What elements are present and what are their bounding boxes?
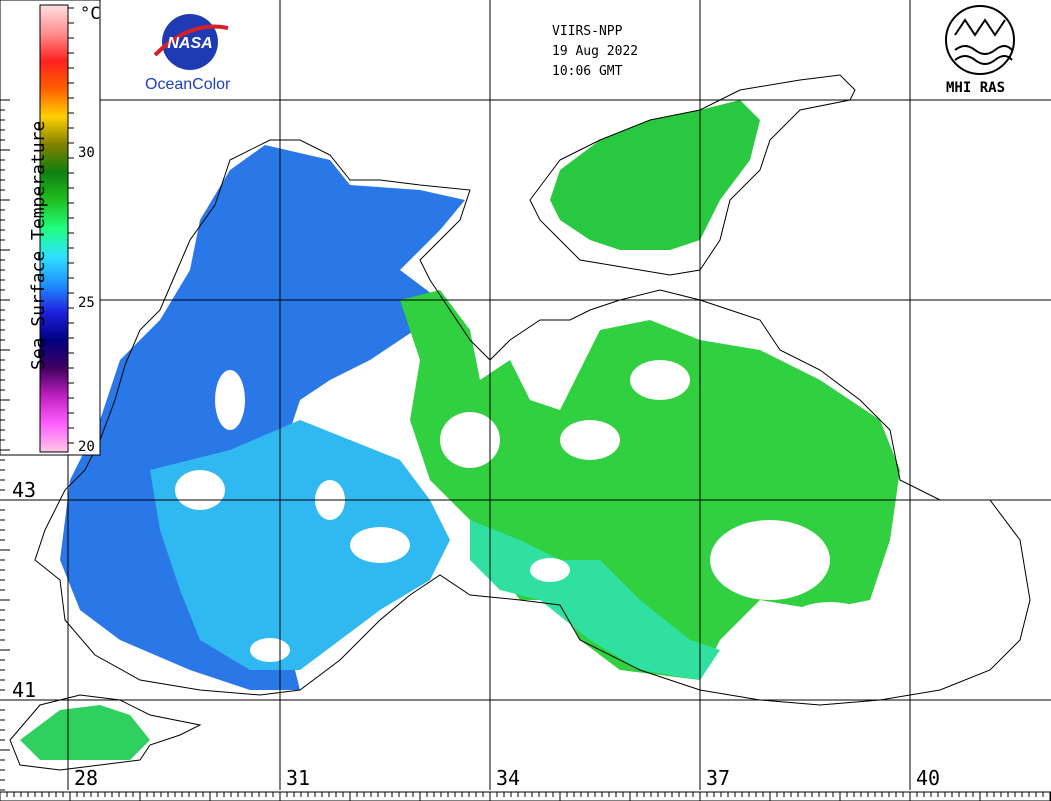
colorbar (0, 0, 101, 456)
satellite-label: VIIRS-NPP (552, 24, 623, 39)
sst-region-marmara (20, 705, 150, 760)
unit-label: °C (80, 4, 101, 24)
oceancolor-label: OceanColor (145, 76, 231, 93)
institute-label: MHI RAS (946, 80, 1006, 96)
scale-ticks (0, 99, 10, 791)
nasa-logo: NASA (153, 14, 229, 70)
coastline (9, 74, 1031, 771)
lon-label-31: 31 (286, 766, 311, 790)
date-label: 19 Aug 2022 (552, 44, 639, 59)
cbar-tick-20: 20 (78, 439, 95, 455)
sst-field (20, 100, 900, 760)
lon-label-40: 40 (916, 766, 941, 790)
lat-label-41: 41 (12, 678, 37, 702)
mhi-ras-logo (945, 5, 1015, 75)
sst-region-azov (550, 100, 760, 250)
svg-text:NASA: NASA (167, 35, 212, 52)
lon-label-34: 34 (496, 766, 521, 790)
lon-label-28: 28 (74, 766, 99, 790)
cbar-tick-30: 30 (78, 145, 95, 161)
cloud-mask (175, 360, 870, 662)
colorbar-title: Sea Surface Temperature (28, 120, 49, 370)
time-label: 10:06 GMT (552, 64, 623, 79)
sst-region-south (470, 520, 720, 680)
sst-region-west (60, 145, 465, 690)
cbar-tick-25: 25 (78, 295, 95, 311)
lon-label-37: 37 (706, 766, 731, 790)
colorbar-gradient (39, 4, 69, 453)
lat-label-43: 43 (12, 478, 37, 502)
sst-region-cyan (150, 420, 450, 670)
